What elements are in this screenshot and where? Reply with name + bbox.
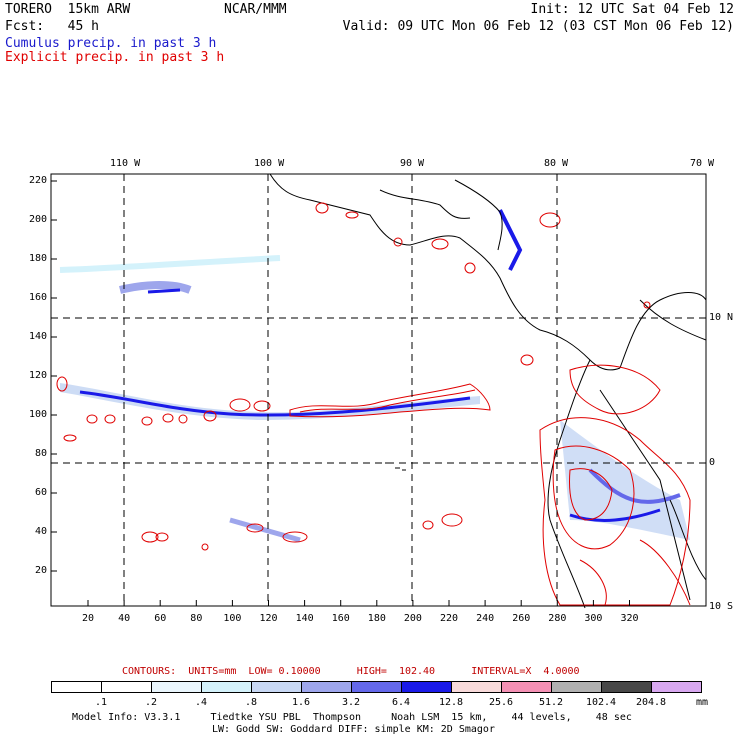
model-info-line2: LW: Godd SW: Goddard DIFF: simple KM: 2D…: [212, 724, 495, 735]
y-tick-label: 120: [29, 370, 48, 381]
y-tick-label: 180: [29, 253, 48, 264]
x-tick-label: 20: [82, 613, 95, 624]
x-tick-label: 320: [620, 613, 639, 624]
y-tick-label: 160: [29, 292, 48, 303]
colorbar-cell: [201, 681, 252, 693]
colorbar-cell: [601, 681, 652, 693]
x-tick-label: 60: [154, 613, 167, 624]
lat-label: 0: [709, 457, 716, 468]
contours-info: CONTOURS: UNITS=mm LOW= 0.10000 HIGH= 10…: [122, 666, 580, 677]
colorbar-cell: [401, 681, 452, 693]
legend-explicit: Explicit precip. in past 3 h: [5, 50, 225, 65]
colorbar-label: 12.8: [438, 697, 464, 708]
lon-label: 90 W: [400, 158, 425, 169]
colorbar-label: 1.6: [291, 697, 311, 708]
colorbar-label: .1: [94, 697, 108, 708]
colorbar-unit: mm: [696, 697, 709, 708]
colorbar-cell: [651, 681, 702, 693]
x-tick-label: 260: [512, 613, 531, 624]
colorbar-cell: [51, 681, 102, 693]
x-tick-label: 100: [223, 613, 242, 624]
forecast-hour: Fcst: 45 h: [5, 19, 99, 34]
colorbar-cell: [451, 681, 502, 693]
valid-time: Valid: 09 UTC Mon 06 Feb 12 (03 CST Mon …: [342, 19, 734, 34]
x-tick-label: 160: [331, 613, 350, 624]
colorbar-label: .2: [144, 697, 158, 708]
axis-tick-marks: [51, 180, 630, 606]
lon-label: 100 W: [254, 158, 285, 169]
colorbar-label: 6.4: [391, 697, 411, 708]
x-tick-label: 280: [548, 613, 567, 624]
y-tick-label: 220: [29, 175, 48, 186]
lon-label: 80 W: [544, 158, 569, 169]
x-tick-label: 80: [190, 613, 203, 624]
x-tick-label: 120: [259, 613, 278, 624]
colorbar-label: 204.8: [635, 697, 667, 708]
lon-label: 70 W: [690, 158, 715, 169]
colorbar-cell: [301, 681, 352, 693]
x-tick-label: 140: [295, 613, 314, 624]
legend-cumulus: Cumulus precip. in past 3 h: [5, 36, 217, 51]
model-info-line1: Model Info: V3.3.1 Tiedtke YSU PBL Thomp…: [72, 712, 632, 723]
colorbar-label: .4: [194, 697, 208, 708]
coastline: [269, 173, 707, 609]
init-time: Init: 12 UTC Sat 04 Feb 12: [530, 2, 735, 17]
colorbar-label: 102.4: [585, 697, 617, 708]
x-tick-label: 40: [118, 613, 131, 624]
y-tick-label: 60: [35, 487, 48, 498]
explicit-precip-contours: [56, 202, 691, 606]
colorbar-cell: [251, 681, 302, 693]
x-tick-label: 300: [584, 613, 603, 624]
y-tick-label: 20: [35, 565, 48, 576]
org-label: NCAR/MMM: [224, 2, 287, 17]
x-tick-label: 200: [403, 613, 422, 624]
model-title: TORERO 15km ARW: [5, 2, 131, 17]
colorbar-label: 3.2: [341, 697, 361, 708]
colorbar-cell: [351, 681, 402, 693]
lat-label: 10 S: [709, 601, 734, 612]
colorbar-cell: [151, 681, 202, 693]
lat-label: 10 N: [709, 312, 734, 323]
lon-label: 110 W: [110, 158, 141, 169]
y-tick-label: 80: [35, 448, 48, 459]
lat-lon-grid: [51, 174, 706, 606]
cumulus-precip-shading: [59, 209, 690, 543]
x-tick-label: 220: [440, 613, 459, 624]
colorbar-label: 25.6: [488, 697, 514, 708]
y-tick-label: 40: [35, 526, 48, 537]
x-tick-label: 180: [367, 613, 386, 624]
colorbar-cell: [551, 681, 602, 693]
x-tick-label: 240: [476, 613, 495, 624]
colorbar-cell: [501, 681, 552, 693]
map-frame: [50, 173, 707, 607]
y-tick-label: 200: [29, 214, 48, 225]
y-tick-label: 140: [29, 331, 48, 342]
colorbar-label: .8: [244, 697, 258, 708]
colorbar-label: 51.2: [538, 697, 564, 708]
colorbar-cell: [101, 681, 152, 693]
y-tick-label: 100: [29, 409, 48, 420]
